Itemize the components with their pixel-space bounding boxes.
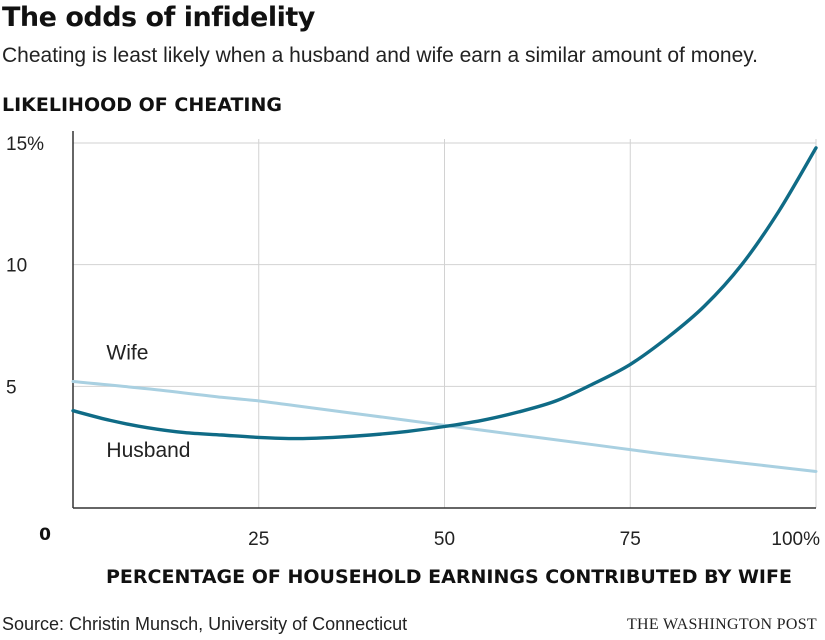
x-tick-label-100: 100%: [771, 529, 820, 550]
publisher-credit: THE WASHINGTON POST: [626, 616, 817, 633]
y-tick-label-10: 10: [6, 256, 27, 277]
x-tick-label-50: 50: [434, 529, 455, 550]
series-line-husband: [71, 146, 818, 441]
chart-title: The odds of infidelity: [2, 2, 315, 33]
series-layer: [71, 146, 818, 473]
label-layer: 5 10 15% 25 50 75 100% 0 Wife Husband: [6, 134, 820, 550]
series-label-wife: Wife: [106, 342, 148, 365]
y-tick-label-5: 5: [6, 377, 17, 398]
grid-layer: [73, 139, 817, 508]
source-note: Source: Christin Munsch, University of C…: [2, 614, 408, 634]
axis-layer: [72, 131, 816, 509]
origin-zero-label: 0: [39, 525, 51, 545]
chart-subtitle: Cheating is least likely when a husband …: [2, 44, 759, 67]
x-axis-label: PERCENTAGE OF HOUSEHOLD EARNINGS CONTRIB…: [106, 566, 792, 588]
x-tick-label-75: 75: [620, 529, 641, 550]
x-tick-label-25: 25: [248, 529, 269, 550]
series-label-husband: Husband: [106, 439, 190, 462]
y-axis-label: LIKELIHOOD OF CHEATING: [2, 94, 282, 116]
y-tick-label-15: 15%: [6, 134, 44, 155]
